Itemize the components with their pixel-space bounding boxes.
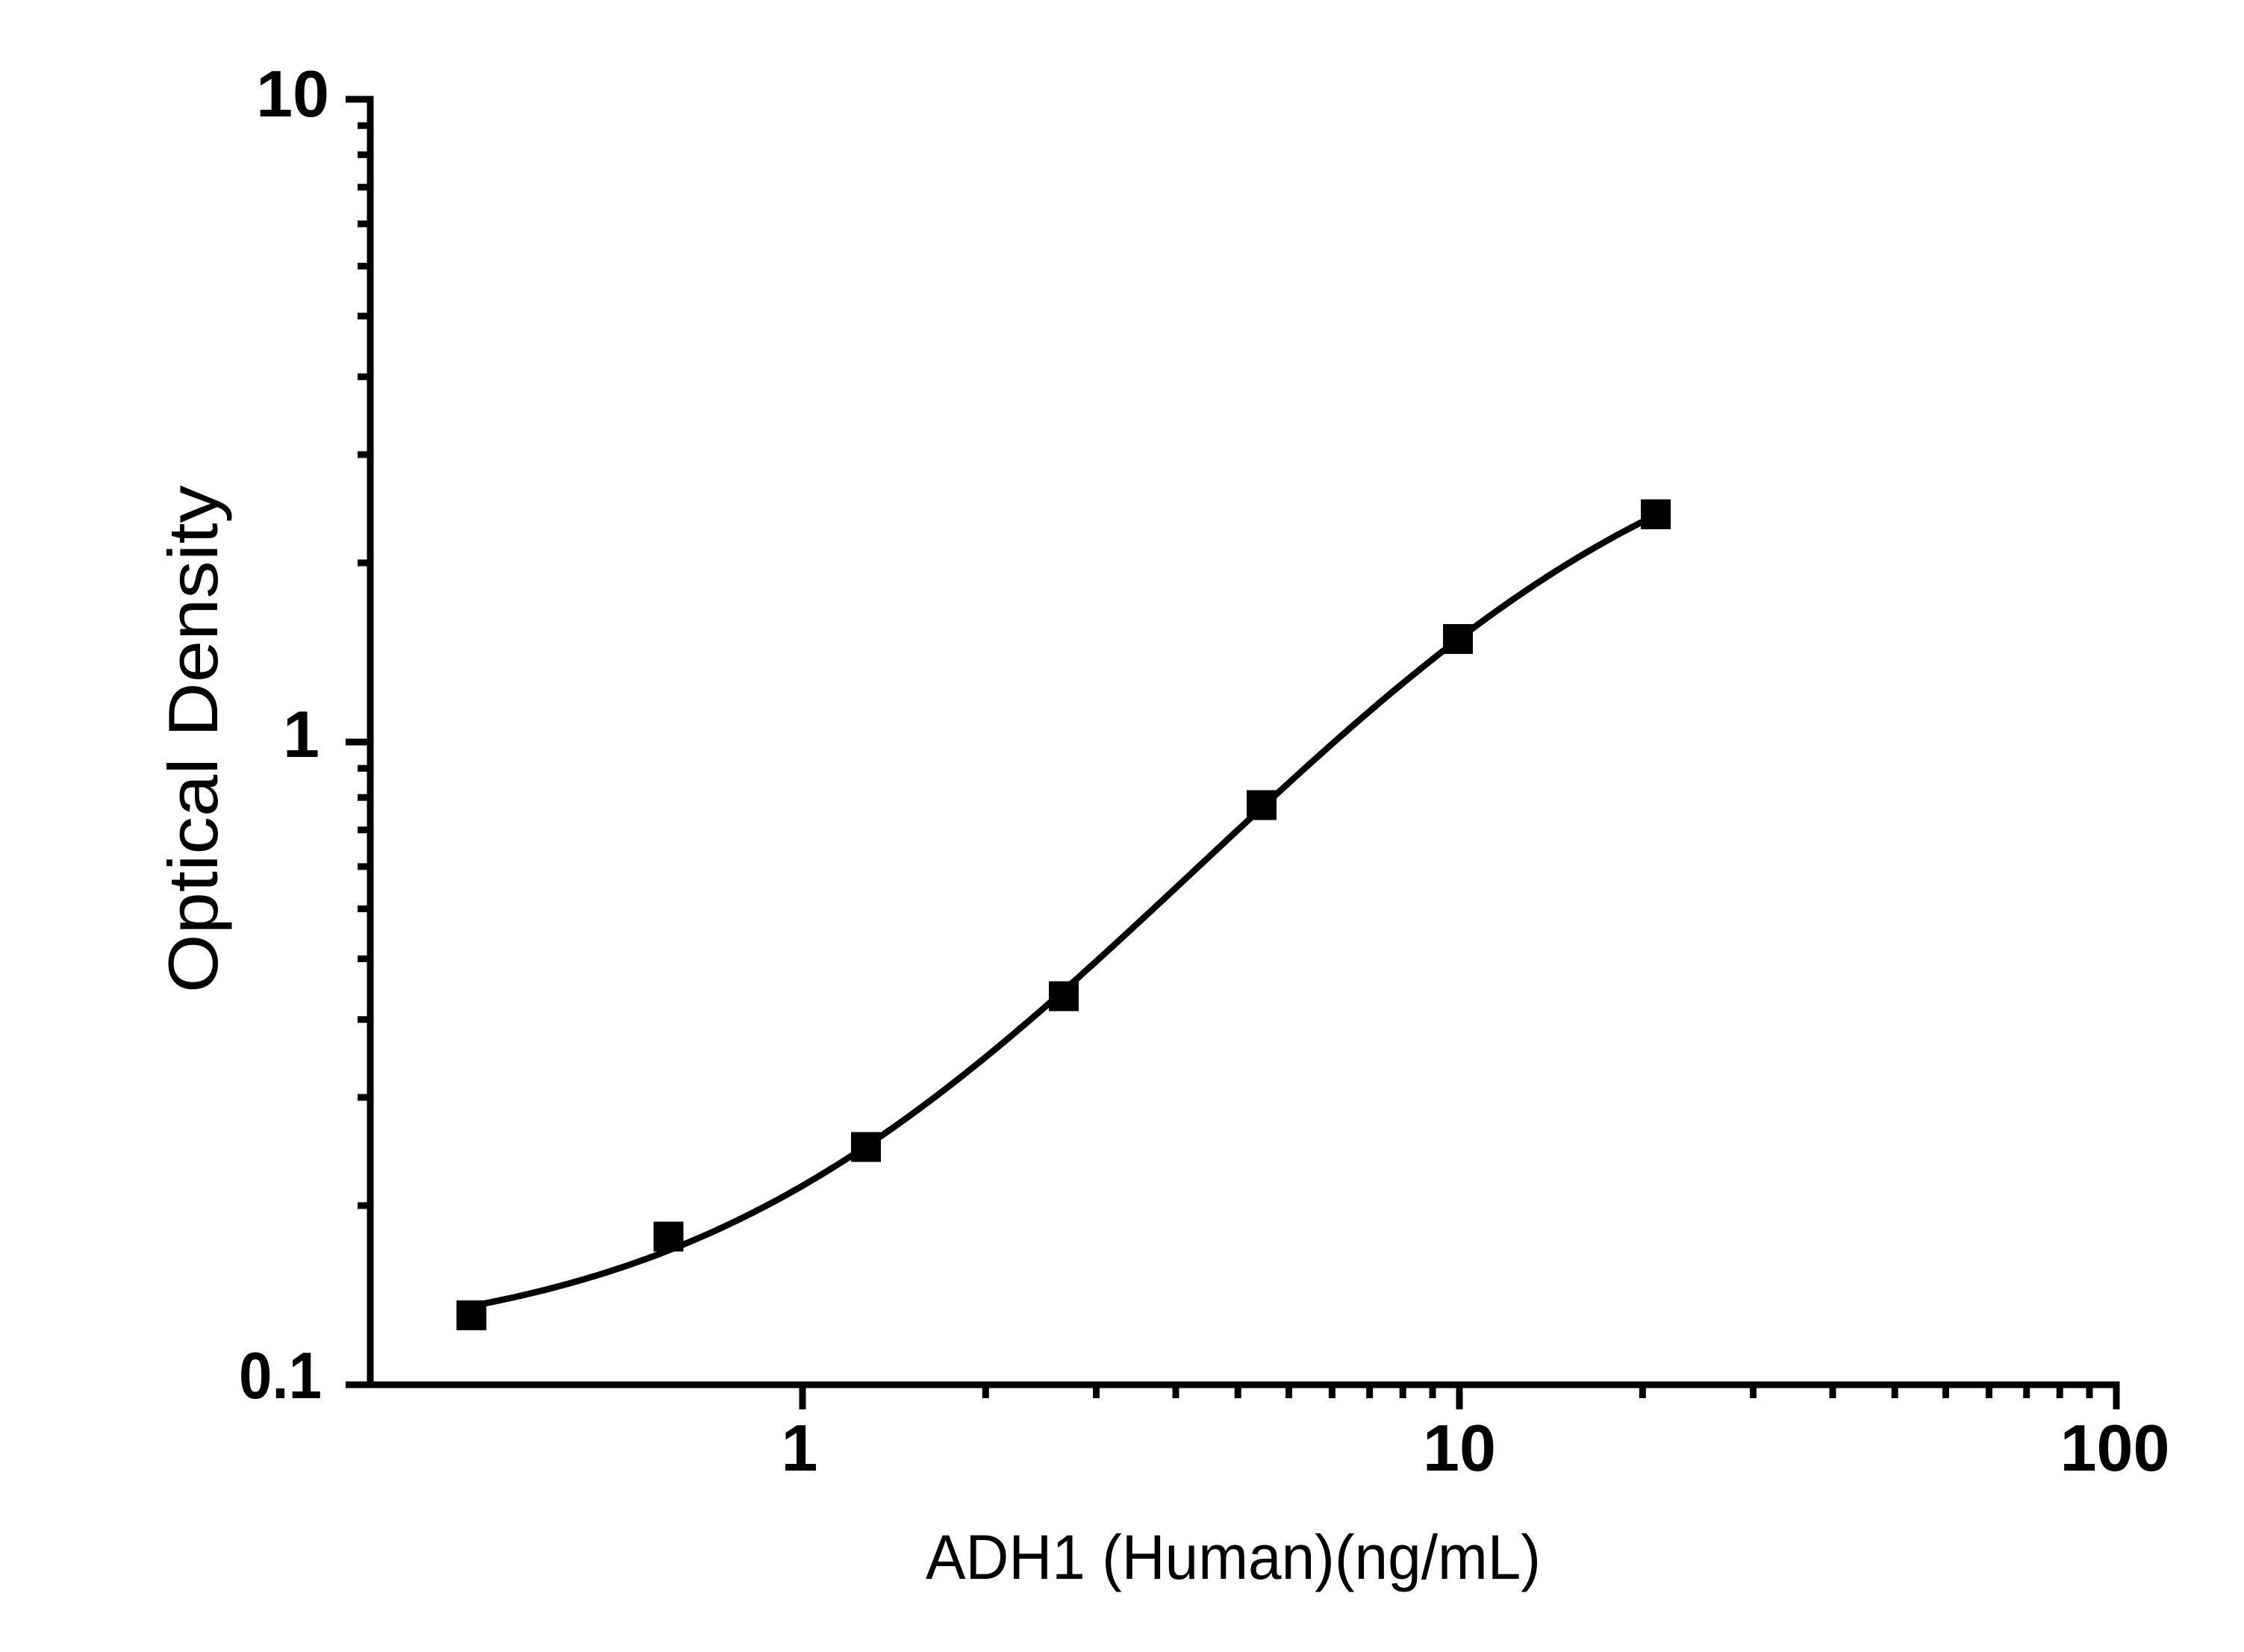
- svg-text:1: 1: [782, 1411, 818, 1485]
- svg-text:0.1: 0.1: [239, 1338, 322, 1412]
- svg-text:10: 10: [256, 57, 329, 131]
- svg-text:100: 100: [2060, 1411, 2170, 1485]
- svg-text:10: 10: [1423, 1411, 1496, 1485]
- svg-text:1: 1: [283, 697, 320, 771]
- svg-text:Optical Density: Optical Density: [154, 485, 232, 993]
- svg-text:ADH1 (Human)(ng/mL): ADH1 (Human)(ng/mL): [926, 1522, 1541, 1592]
